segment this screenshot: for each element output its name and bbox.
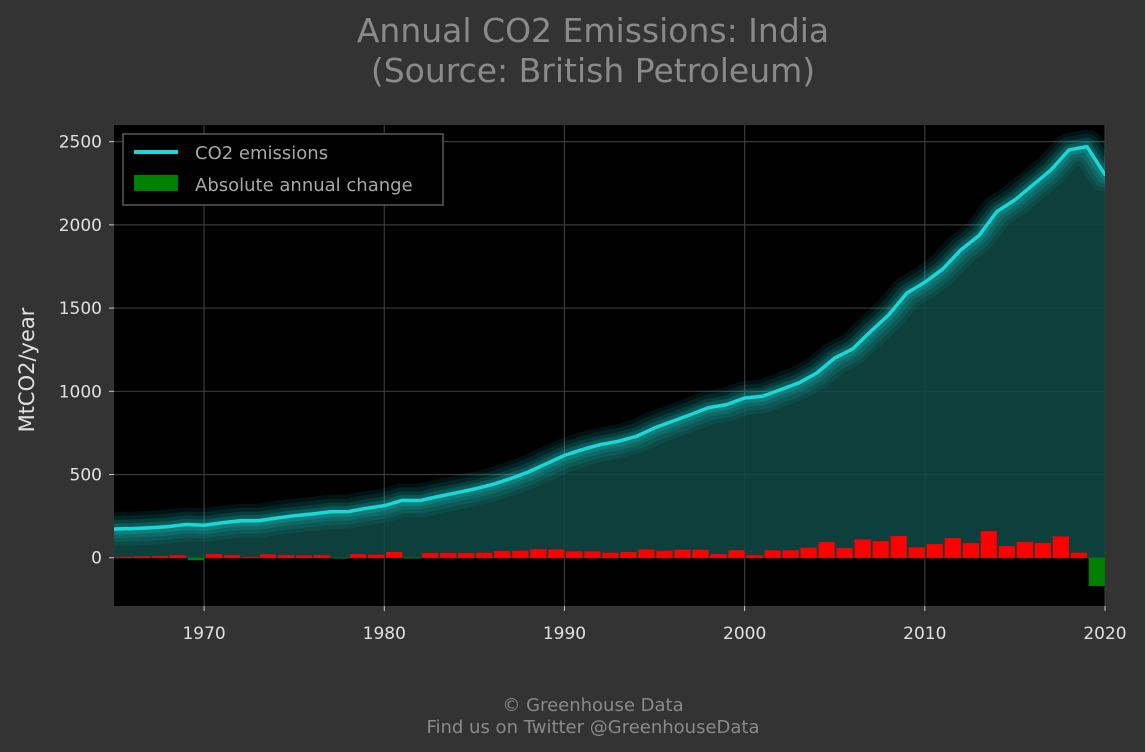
change-bar [656, 550, 673, 558]
change-bar [205, 554, 223, 558]
legend: CO2 emissions Absolute annual change [122, 133, 444, 206]
y-tick-label: 1500 [59, 299, 102, 319]
change-bar [602, 552, 619, 558]
change-bar [998, 546, 1015, 558]
change-bar [836, 548, 853, 558]
change-bar [638, 549, 655, 558]
change-bar [926, 544, 943, 558]
y-tick-label: 2500 [59, 133, 102, 153]
change-bar [368, 554, 385, 558]
change-bar [223, 555, 241, 558]
change-bar [980, 531, 997, 558]
change-bar [530, 549, 547, 558]
change-bar [476, 552, 493, 558]
change-bar [332, 557, 349, 559]
change-bar [386, 551, 403, 558]
change-bar [187, 557, 205, 561]
x-tick-label: 1970 [182, 624, 225, 644]
chart-subtitle: (Source: British Petroleum) [371, 51, 815, 90]
change-bar [872, 541, 889, 558]
change-bar [277, 555, 295, 558]
change-bar [548, 549, 565, 558]
legend-label-change: Absolute annual change [195, 175, 413, 196]
x-tick-label: 2000 [723, 624, 766, 644]
chart-title: Annual CO2 Emissions: India [357, 11, 829, 50]
change-bar [890, 536, 907, 558]
y-axis-label: MtCO2/year [15, 307, 39, 432]
change-bar [350, 554, 367, 558]
change-bar [494, 551, 511, 558]
x-tick-label: 2020 [1083, 624, 1126, 644]
change-bar [692, 549, 709, 558]
change-bar [566, 551, 583, 558]
change-bar [440, 553, 457, 558]
line-layer [114, 129, 1105, 546]
change-bar [962, 543, 979, 558]
change-bar [710, 554, 727, 558]
y-tick-label: 0 [91, 549, 102, 569]
change-bar [295, 555, 313, 558]
x-tick-label: 1980 [363, 624, 406, 644]
legend-box [122, 133, 444, 206]
change-bar [115, 556, 133, 558]
bar-layer [115, 531, 1105, 587]
change-bar [854, 539, 871, 558]
change-bar [782, 550, 799, 558]
change-bar [944, 538, 961, 558]
change-bar [404, 557, 421, 559]
change-bar [818, 541, 835, 558]
change-bar [1088, 557, 1105, 587]
area-fill-layer [114, 146, 1105, 558]
emissions-line [114, 144, 1105, 531]
change-bar [584, 551, 601, 558]
change-bar [728, 550, 745, 558]
y-tick-label: 2000 [59, 216, 102, 236]
change-bar [151, 556, 169, 558]
change-bar [259, 554, 277, 558]
change-bar [1016, 541, 1033, 558]
change-bar [512, 550, 529, 558]
footer-copyright: © Greenhouse Data [502, 695, 683, 716]
x-tick-label: 2010 [903, 624, 946, 644]
change-bar [674, 549, 691, 558]
change-bar [422, 553, 439, 558]
y-tick-label: 500 [70, 466, 102, 486]
change-bar [314, 555, 331, 558]
change-bar [620, 551, 637, 558]
axis-ticks: 1970 1980 1990 2000 2010 2020 0 500 1000 1500 2000… [59, 133, 1127, 644]
change-bar [908, 547, 925, 558]
change-bar [1034, 543, 1051, 558]
change-bar [458, 553, 475, 558]
change-bar [746, 555, 763, 558]
change-bar [133, 556, 151, 558]
x-tick-label: 1990 [543, 624, 586, 644]
emissions-area [114, 146, 1105, 558]
change-bar [1052, 536, 1069, 558]
y-tick-label: 1000 [59, 382, 102, 402]
change-bar [764, 550, 781, 558]
change-bar [241, 556, 259, 558]
change-bar [169, 555, 187, 558]
footer-twitter: Find us on Twitter @GreenhouseData [426, 717, 759, 738]
legend-bar-swatch [134, 175, 178, 191]
change-bar [1070, 552, 1087, 558]
legend-label-emissions: CO2 emissions [195, 143, 328, 164]
change-bar [800, 547, 817, 558]
